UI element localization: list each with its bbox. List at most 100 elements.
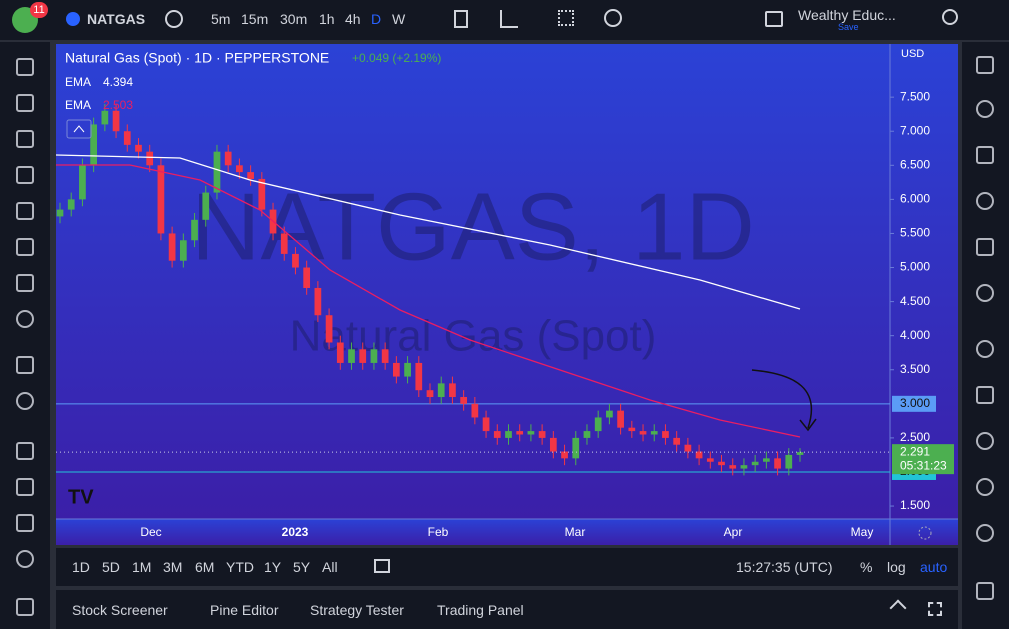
candle-body [213,151,221,193]
candle-body [572,437,580,459]
candle-body [202,192,210,220]
emoji-tool[interactable] [16,310,34,328]
candle-body [471,403,479,418]
tab[interactable]: Strategy Tester [310,602,404,618]
range-button[interactable]: YTD [226,559,254,575]
currency[interactable]: USD [901,48,924,60]
y-tick-label: 7.500 [900,89,930,103]
range-button[interactable]: 5Y [293,559,311,575]
fullscreen-box[interactable] [765,11,783,27]
chats[interactable] [976,386,994,404]
interval[interactable]: 15m [241,11,269,27]
interval[interactable]: 5m [211,11,231,27]
ema-line [56,154,801,310]
collapse-icon [73,125,85,133]
magnet-tool[interactable] [16,442,34,460]
y-tick-label: 6.000 [900,192,930,206]
streams[interactable] [976,340,994,358]
x-tick-label: May [851,525,874,539]
candle-body [527,431,535,435]
trash-tool[interactable] [16,598,34,616]
last-price-box [892,444,954,475]
help[interactable] [976,432,994,450]
level-label: 3.000 [900,396,930,410]
last-price-label: 2.291 [900,444,930,458]
range-button[interactable]: 1D [72,559,90,575]
interval[interactable]: W [392,11,406,27]
text-tool[interactable] [16,202,34,220]
forecast-tool[interactable] [16,274,34,292]
add-symbol[interactable] [165,10,183,28]
symbol[interactable]: NATGAS [87,11,146,27]
indicators[interactable] [500,10,518,28]
watermark-symbol: NATGAS, 1D [191,173,755,280]
cursor-tool[interactable] [16,58,34,76]
badge: 11 [30,2,48,18]
calendar[interactable] [976,238,994,256]
candle-body [493,431,501,438]
candle-body [292,253,299,268]
candle-body [370,349,378,363]
trendline-tool[interactable] [16,94,34,112]
pattern-tool[interactable] [16,238,34,256]
tab[interactable]: Trading Panel [437,602,524,618]
chart-type[interactable] [454,10,468,28]
interval[interactable]: 4h [345,11,361,27]
candle-body [157,165,165,234]
collapse-legend[interactable] [66,119,92,139]
alert[interactable] [604,9,622,27]
y-tick-label: 7.000 [900,123,930,137]
interval[interactable]: 1h [319,11,335,27]
candle-body [90,124,97,166]
settings[interactable] [918,526,932,540]
alerts[interactable] [976,100,994,118]
save-status: Save [838,22,859,32]
range-button[interactable]: 3M [163,559,183,575]
goto-date[interactable] [374,559,390,573]
candle-body [146,151,154,166]
range-button[interactable]: 1M [132,559,152,575]
bottom-panel: Stock Screener Pine Editor Strategy Test… [56,590,958,629]
range-button[interactable]: 1Y [264,559,282,575]
x-tick-label: Mar [565,525,586,539]
candle-body [695,451,703,459]
brush-tool[interactable] [16,166,34,184]
ruler-tool[interactable] [16,356,34,374]
more[interactable] [976,582,994,600]
range-button[interactable]: 6M [195,559,215,575]
replay[interactable] [976,478,994,496]
candle-body [606,410,613,418]
maximize-panel[interactable] [928,602,942,616]
interval[interactable]: 30m [280,11,308,27]
collapse-panel[interactable] [889,599,907,617]
tv-logo: TV [68,486,94,508]
interval[interactable]: D [371,11,382,27]
candle-body [426,390,434,398]
candle-body [415,362,423,391]
tab[interactable]: Stock Screener [72,602,168,618]
log-toggle[interactable]: log [887,559,906,575]
watchlist[interactable] [976,56,994,74]
zoom-tool[interactable] [16,392,34,410]
hotlists[interactable] [976,192,994,210]
auto-toggle[interactable]: auto [920,559,948,575]
ideas[interactable] [976,284,994,302]
range-button[interactable]: 5D [102,559,120,575]
plot-background [56,44,958,519]
range-button[interactable]: All [322,559,338,575]
stay-drawing[interactable] [16,478,34,496]
search[interactable] [942,9,958,25]
hide-tool[interactable] [16,550,34,568]
lock-tool[interactable] [16,514,34,532]
data-window[interactable] [976,146,994,164]
percent-toggle[interactable]: % [860,559,873,575]
layout-name[interactable]: Wealthy Educ... [798,7,896,23]
candle-body [303,267,311,288]
notifications[interactable] [976,524,994,542]
candle-body [336,342,344,363]
indicator-value: 4.394 [103,75,133,89]
tab[interactable]: Pine Editor [210,602,279,618]
candle-body [168,233,176,261]
fib-tool[interactable] [16,130,34,148]
layouts[interactable] [558,10,574,26]
